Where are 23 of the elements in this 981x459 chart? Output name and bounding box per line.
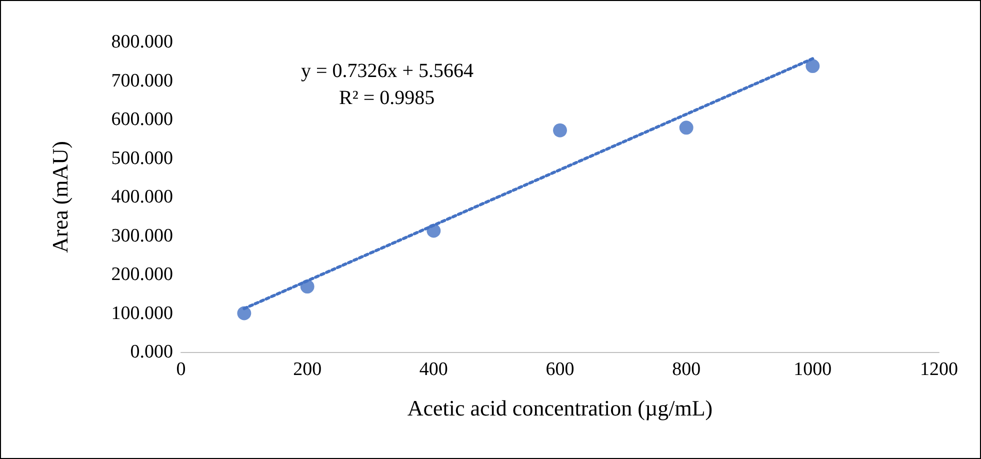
- y-tick-label: 200.000: [111, 264, 173, 285]
- y-tick-label: 800.000: [111, 32, 173, 52]
- x-tick-label: 200: [293, 359, 322, 380]
- x-axis-title: Acetic acid concentration (µg/mL): [407, 396, 713, 420]
- y-tick-label: 500.000: [111, 148, 173, 169]
- x-tick-label: 1000: [794, 359, 832, 380]
- x-tick-label: 800: [672, 359, 701, 380]
- y-tick-label: 600.000: [111, 109, 173, 130]
- annotation: R² = 0.9985: [339, 87, 435, 109]
- y-tick-label: 400.000: [111, 186, 173, 208]
- x-tick-label: 400: [419, 359, 448, 380]
- x-tick-label: 1200: [920, 359, 958, 380]
- point: [679, 120, 694, 135]
- point: [806, 59, 820, 74]
- y-tick-label: 0.000: [130, 342, 173, 362]
- y-tick-label: 100.000: [111, 302, 173, 324]
- x-tick-label: 0: [176, 359, 186, 380]
- y-tick-label: 700.000: [111, 70, 173, 92]
- annotation: y = 0.7326x + 5.5664: [301, 60, 474, 82]
- x-tick-label: 600: [546, 359, 574, 380]
- y-axis-title: Area (mAU): [48, 141, 72, 253]
- y-tick-label: 300.000: [111, 225, 173, 246]
- point: [553, 123, 567, 138]
